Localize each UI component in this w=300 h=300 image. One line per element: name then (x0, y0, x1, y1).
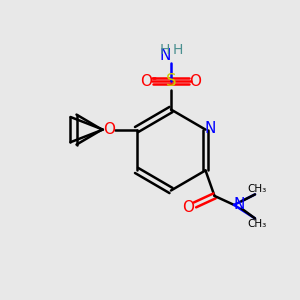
Text: O: O (140, 74, 152, 88)
Text: O: O (190, 74, 202, 88)
Text: N: N (160, 48, 171, 63)
Text: S: S (166, 72, 176, 90)
Text: O: O (103, 122, 115, 137)
Text: N: N (234, 197, 245, 212)
Text: O: O (182, 200, 194, 215)
Text: CH₃: CH₃ (247, 184, 266, 194)
Text: N: N (204, 121, 216, 136)
Text: H: H (172, 43, 183, 56)
Text: H: H (159, 43, 170, 56)
Text: CH₃: CH₃ (247, 219, 266, 229)
